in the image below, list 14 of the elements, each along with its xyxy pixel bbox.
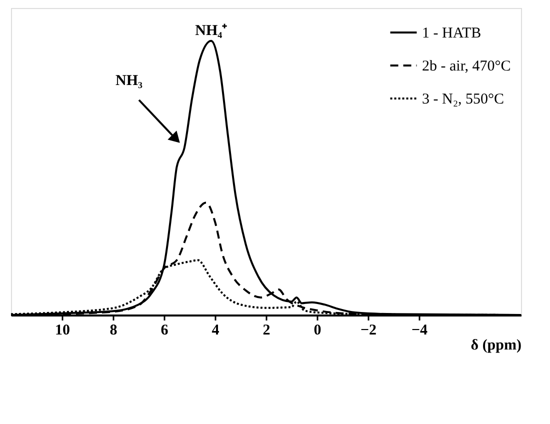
x-tick-label: −2: [360, 322, 377, 338]
x-tick-label: 10: [55, 322, 70, 338]
annotation: NH₃: [116, 73, 143, 89]
x-tick-label: 0: [314, 322, 322, 338]
x-tick-label: −4: [411, 322, 428, 338]
x-tick-label: 4: [212, 322, 220, 338]
x-axis-title: δ (ppm): [470, 338, 522, 354]
legend-label: 2b - air, 470°C: [422, 58, 511, 74]
x-tick-label: 8: [110, 322, 118, 338]
annotation: NH₄⁺: [195, 22, 228, 39]
x-tick-label: 2: [262, 322, 270, 338]
legend-label: 3 - N₂, 550°C: [422, 92, 504, 108]
x-tick-label: 6: [160, 322, 169, 338]
legend-label: 1 - HATB: [422, 26, 482, 42]
